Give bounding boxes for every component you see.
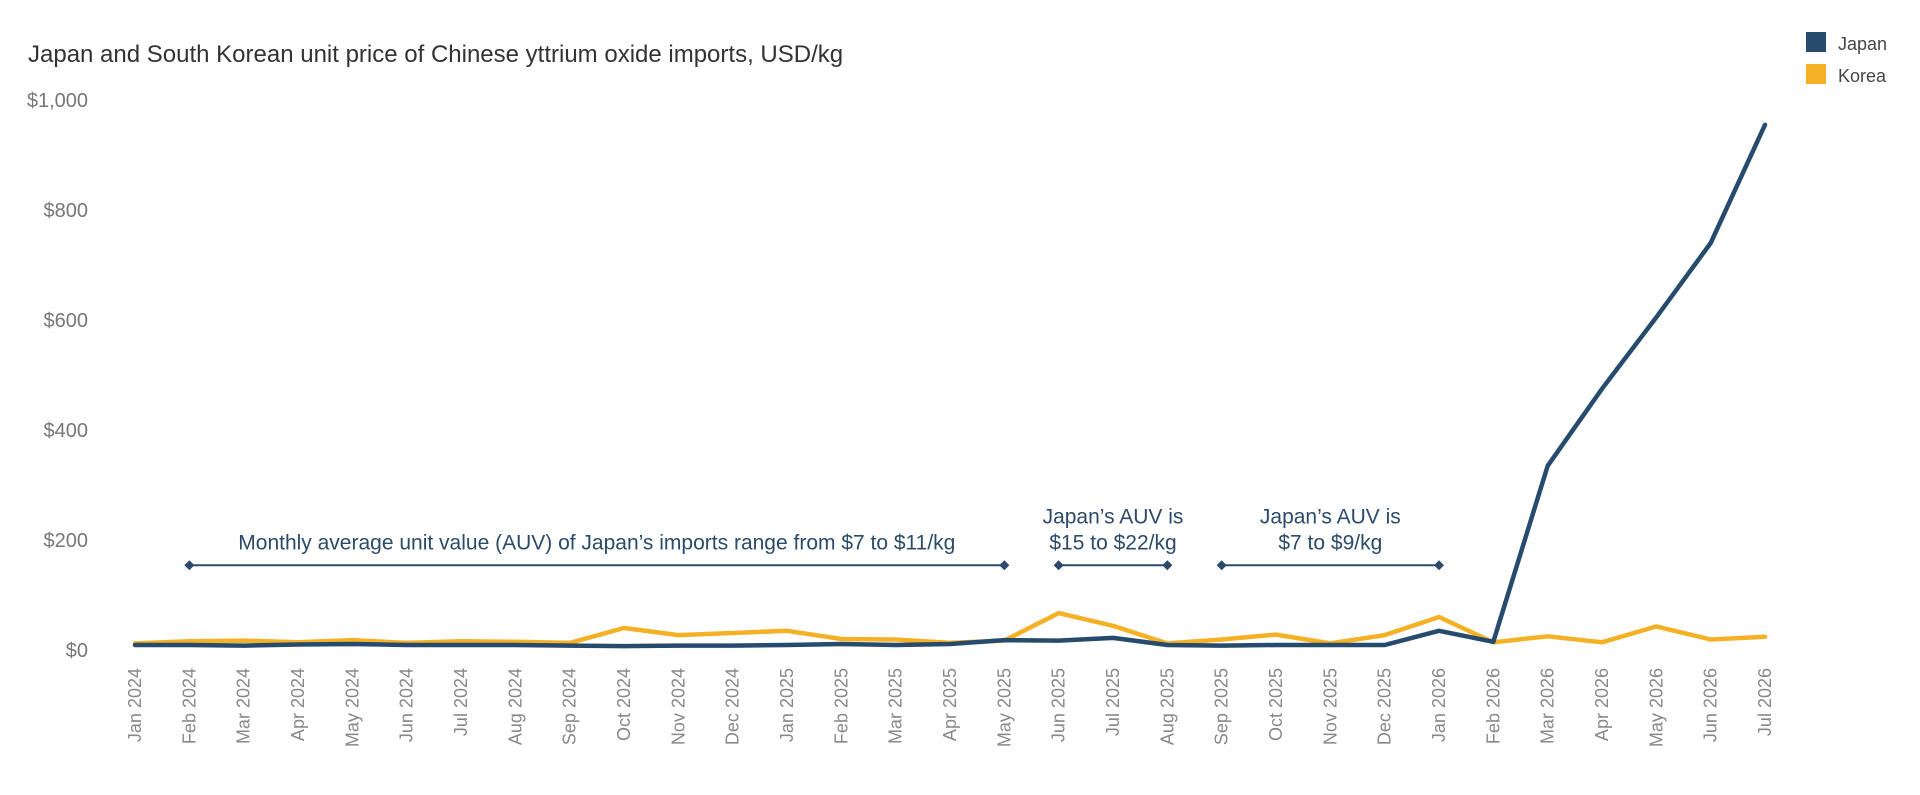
annotation-endpoint-marker [1053, 560, 1064, 571]
x-tick-label: Oct 2025 [1266, 668, 1286, 741]
x-tick-label: Mar 2024 [234, 668, 254, 744]
annotation-1: Monthly average unit value (AUV) of Japa… [184, 531, 1010, 571]
series-line-japan [132, 122, 1768, 649]
legend: Japan Korea [1806, 32, 1887, 86]
annotation-2: Japan’s AUV is $15 to $22/kg [1043, 505, 1184, 571]
annotation-text: Monthly average unit value (AUV) of Japa… [238, 531, 955, 554]
annotation-text: $15 to $22/kg [1049, 531, 1176, 554]
annotation-endpoint-marker [1162, 560, 1173, 571]
x-tick-label: Oct 2024 [614, 668, 634, 741]
x-tick-label: May 2026 [1646, 668, 1666, 747]
annotation-text: Japan’s AUV is [1043, 505, 1184, 528]
x-tick-label: Apr 2024 [288, 668, 308, 741]
x-tick-label: Jul 2025 [1103, 668, 1123, 736]
annotation-endpoint-marker [1434, 560, 1444, 571]
x-axis: Jan 2024 Feb 2024 Mar 2024 Apr 2024 May 2024… [125, 668, 1775, 747]
x-tick-label: Apr 2026 [1592, 668, 1612, 741]
x-tick-label: Jan 2026 [1429, 668, 1449, 742]
annotation-endpoint-marker [999, 560, 1010, 571]
x-tick-label: Aug 2025 [1157, 668, 1177, 745]
x-tick-label: Nov 2024 [668, 668, 688, 745]
legend-swatch-japan [1806, 32, 1826, 52]
legend-swatch-korea [1806, 64, 1826, 84]
legend-label-korea: Korea [1838, 66, 1887, 86]
x-tick-label: Feb 2024 [179, 668, 199, 744]
x-tick-label: Jun 2025 [1049, 668, 1069, 742]
y-tick-label: $1,000 [27, 90, 88, 112]
y-axis: $0 $200 $400 $600 $800 $1,000 [27, 90, 88, 662]
annotation-3: Japan’s AUV is $7 to $9/kg [1216, 505, 1444, 571]
y-tick-label: $0 [66, 640, 88, 662]
x-tick-label: Feb 2025 [831, 668, 851, 744]
chart-title: Japan and South Korean unit price of Chi… [28, 41, 843, 68]
x-tick-label: Jul 2024 [451, 668, 471, 736]
series-line-korea [132, 610, 1768, 646]
x-tick-label: Jan 2024 [125, 668, 145, 742]
x-tick-label: Nov 2025 [1320, 668, 1340, 745]
x-tick-label: Jun 2026 [1701, 668, 1721, 742]
x-tick-label: Feb 2026 [1483, 668, 1503, 744]
x-tick-label: Jun 2024 [397, 668, 417, 742]
x-tick-label: Aug 2024 [505, 668, 525, 745]
x-tick-label: Sep 2025 [1212, 668, 1232, 745]
annotations: Monthly average unit value (AUV) of Japa… [184, 505, 1444, 571]
annotation-text: $7 to $9/kg [1278, 531, 1382, 554]
x-tick-label: Sep 2024 [560, 668, 580, 745]
y-tick-label: $400 [44, 420, 89, 442]
y-tick-label: $200 [44, 530, 89, 552]
legend-item-korea[interactable]: Korea [1806, 64, 1887, 86]
series-layer [132, 122, 1768, 649]
x-tick-label: Apr 2025 [940, 668, 960, 741]
legend-label-japan: Japan [1838, 34, 1887, 54]
legend-item-japan[interactable]: Japan [1806, 32, 1887, 54]
y-tick-label: $600 [44, 310, 89, 332]
annotation-endpoint-marker [184, 560, 195, 571]
x-tick-label: Mar 2025 [886, 668, 906, 744]
y-tick-label: $800 [44, 200, 89, 222]
x-tick-label: Dec 2024 [723, 668, 743, 745]
annotation-text: Japan’s AUV is [1260, 505, 1401, 528]
x-tick-label: May 2025 [994, 668, 1014, 747]
annotation-endpoint-marker [1216, 560, 1227, 571]
x-tick-label: Jan 2025 [777, 668, 797, 742]
x-tick-label: Mar 2026 [1538, 668, 1558, 744]
x-tick-label: May 2024 [342, 668, 362, 747]
x-tick-label: Jul 2026 [1755, 668, 1775, 736]
x-tick-label: Dec 2025 [1375, 668, 1395, 745]
